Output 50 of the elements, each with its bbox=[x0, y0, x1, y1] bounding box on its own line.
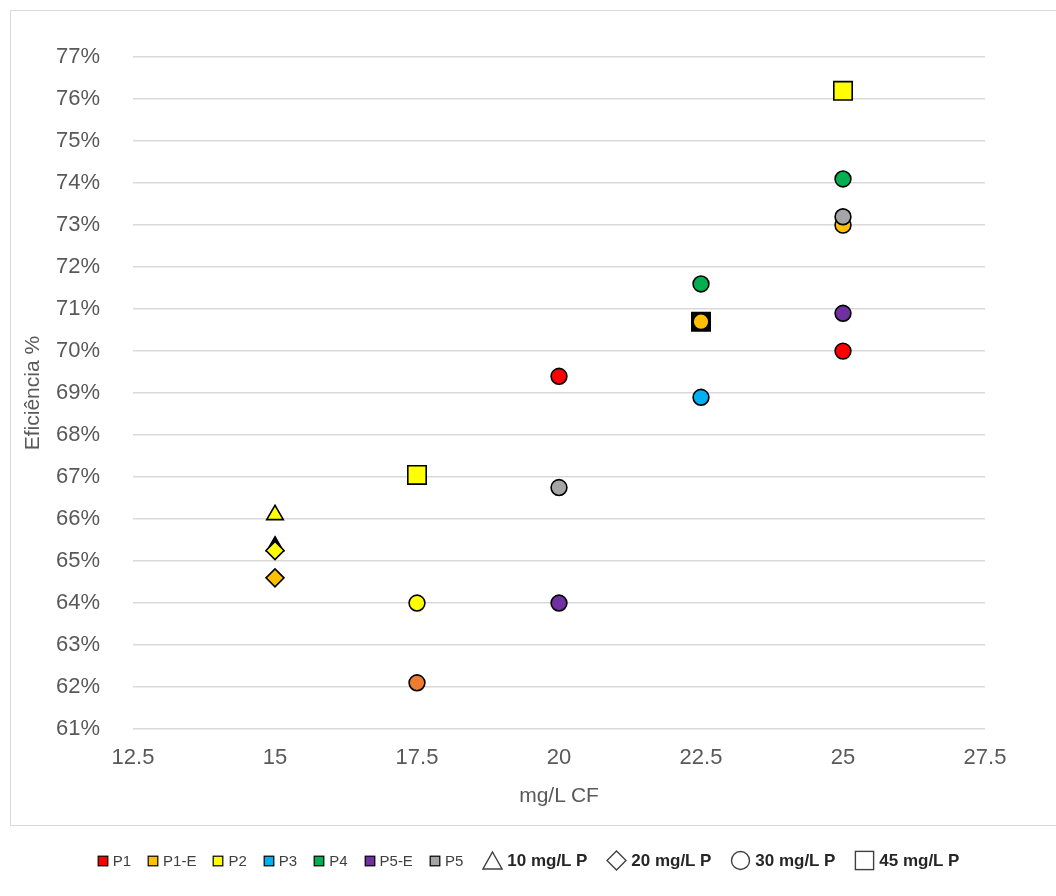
point bbox=[834, 170, 852, 188]
point bbox=[408, 594, 426, 612]
y-tick-label: 75% bbox=[55, 127, 100, 153]
point bbox=[550, 478, 568, 497]
y-tick-label: 65% bbox=[55, 547, 100, 573]
y-tick-label: 61% bbox=[55, 715, 100, 741]
x-tick-label: 12.5 bbox=[111, 744, 155, 770]
point bbox=[833, 80, 853, 101]
y-tick-label: 67% bbox=[55, 463, 100, 489]
y-tick-label: 71% bbox=[55, 295, 100, 321]
x-axis-title: mg/L CF bbox=[519, 783, 599, 807]
text: 10 mg/L P bbox=[507, 850, 588, 871]
point bbox=[692, 275, 710, 293]
text: 45 mg/L P bbox=[879, 850, 960, 871]
point bbox=[692, 388, 710, 406]
y-tick-label: 64% bbox=[55, 589, 100, 615]
legend-label: P2 bbox=[228, 852, 247, 869]
point bbox=[834, 342, 852, 360]
y-tick-label: 63% bbox=[55, 631, 100, 657]
legend-label: P1 bbox=[112, 852, 132, 869]
x-tick-label: 22.5 bbox=[679, 744, 723, 770]
text: 20 mg/L P bbox=[631, 850, 712, 871]
y-tick-label: 72% bbox=[55, 253, 100, 279]
y-axis-title: Eficiência % bbox=[20, 335, 44, 451]
legend-label: P5 bbox=[444, 852, 464, 869]
point bbox=[834, 208, 852, 226]
text: 30 mg/L P bbox=[755, 850, 836, 871]
legend-label: P3 bbox=[278, 852, 298, 869]
point bbox=[834, 304, 852, 323]
y-tick-label: 73% bbox=[55, 211, 100, 237]
legend-label: P1-E bbox=[163, 852, 197, 869]
point bbox=[407, 464, 427, 485]
y-tick-label: 77% bbox=[55, 43, 100, 69]
x-tick-label: 25 bbox=[830, 744, 856, 770]
x-tick-label: 17.5 bbox=[395, 744, 439, 770]
x-tick-label: 27.5 bbox=[963, 744, 1007, 770]
y-tick-label: 69% bbox=[55, 379, 100, 405]
y-tick-label: 66% bbox=[55, 505, 100, 531]
x-tick-label: 15 bbox=[262, 744, 288, 770]
legend-label: P4 bbox=[329, 852, 348, 869]
y-tick-label: 68% bbox=[55, 421, 100, 447]
point bbox=[550, 594, 568, 612]
point bbox=[408, 674, 426, 692]
y-tick-label: 76% bbox=[55, 85, 100, 111]
legend-label: P5-E bbox=[379, 852, 413, 869]
y-tick-label: 74% bbox=[55, 169, 100, 195]
y-tick-label: 70% bbox=[55, 337, 100, 363]
x-tick-label: 20 bbox=[546, 744, 572, 770]
point bbox=[550, 367, 568, 386]
y-tick-label: 62% bbox=[55, 673, 100, 699]
